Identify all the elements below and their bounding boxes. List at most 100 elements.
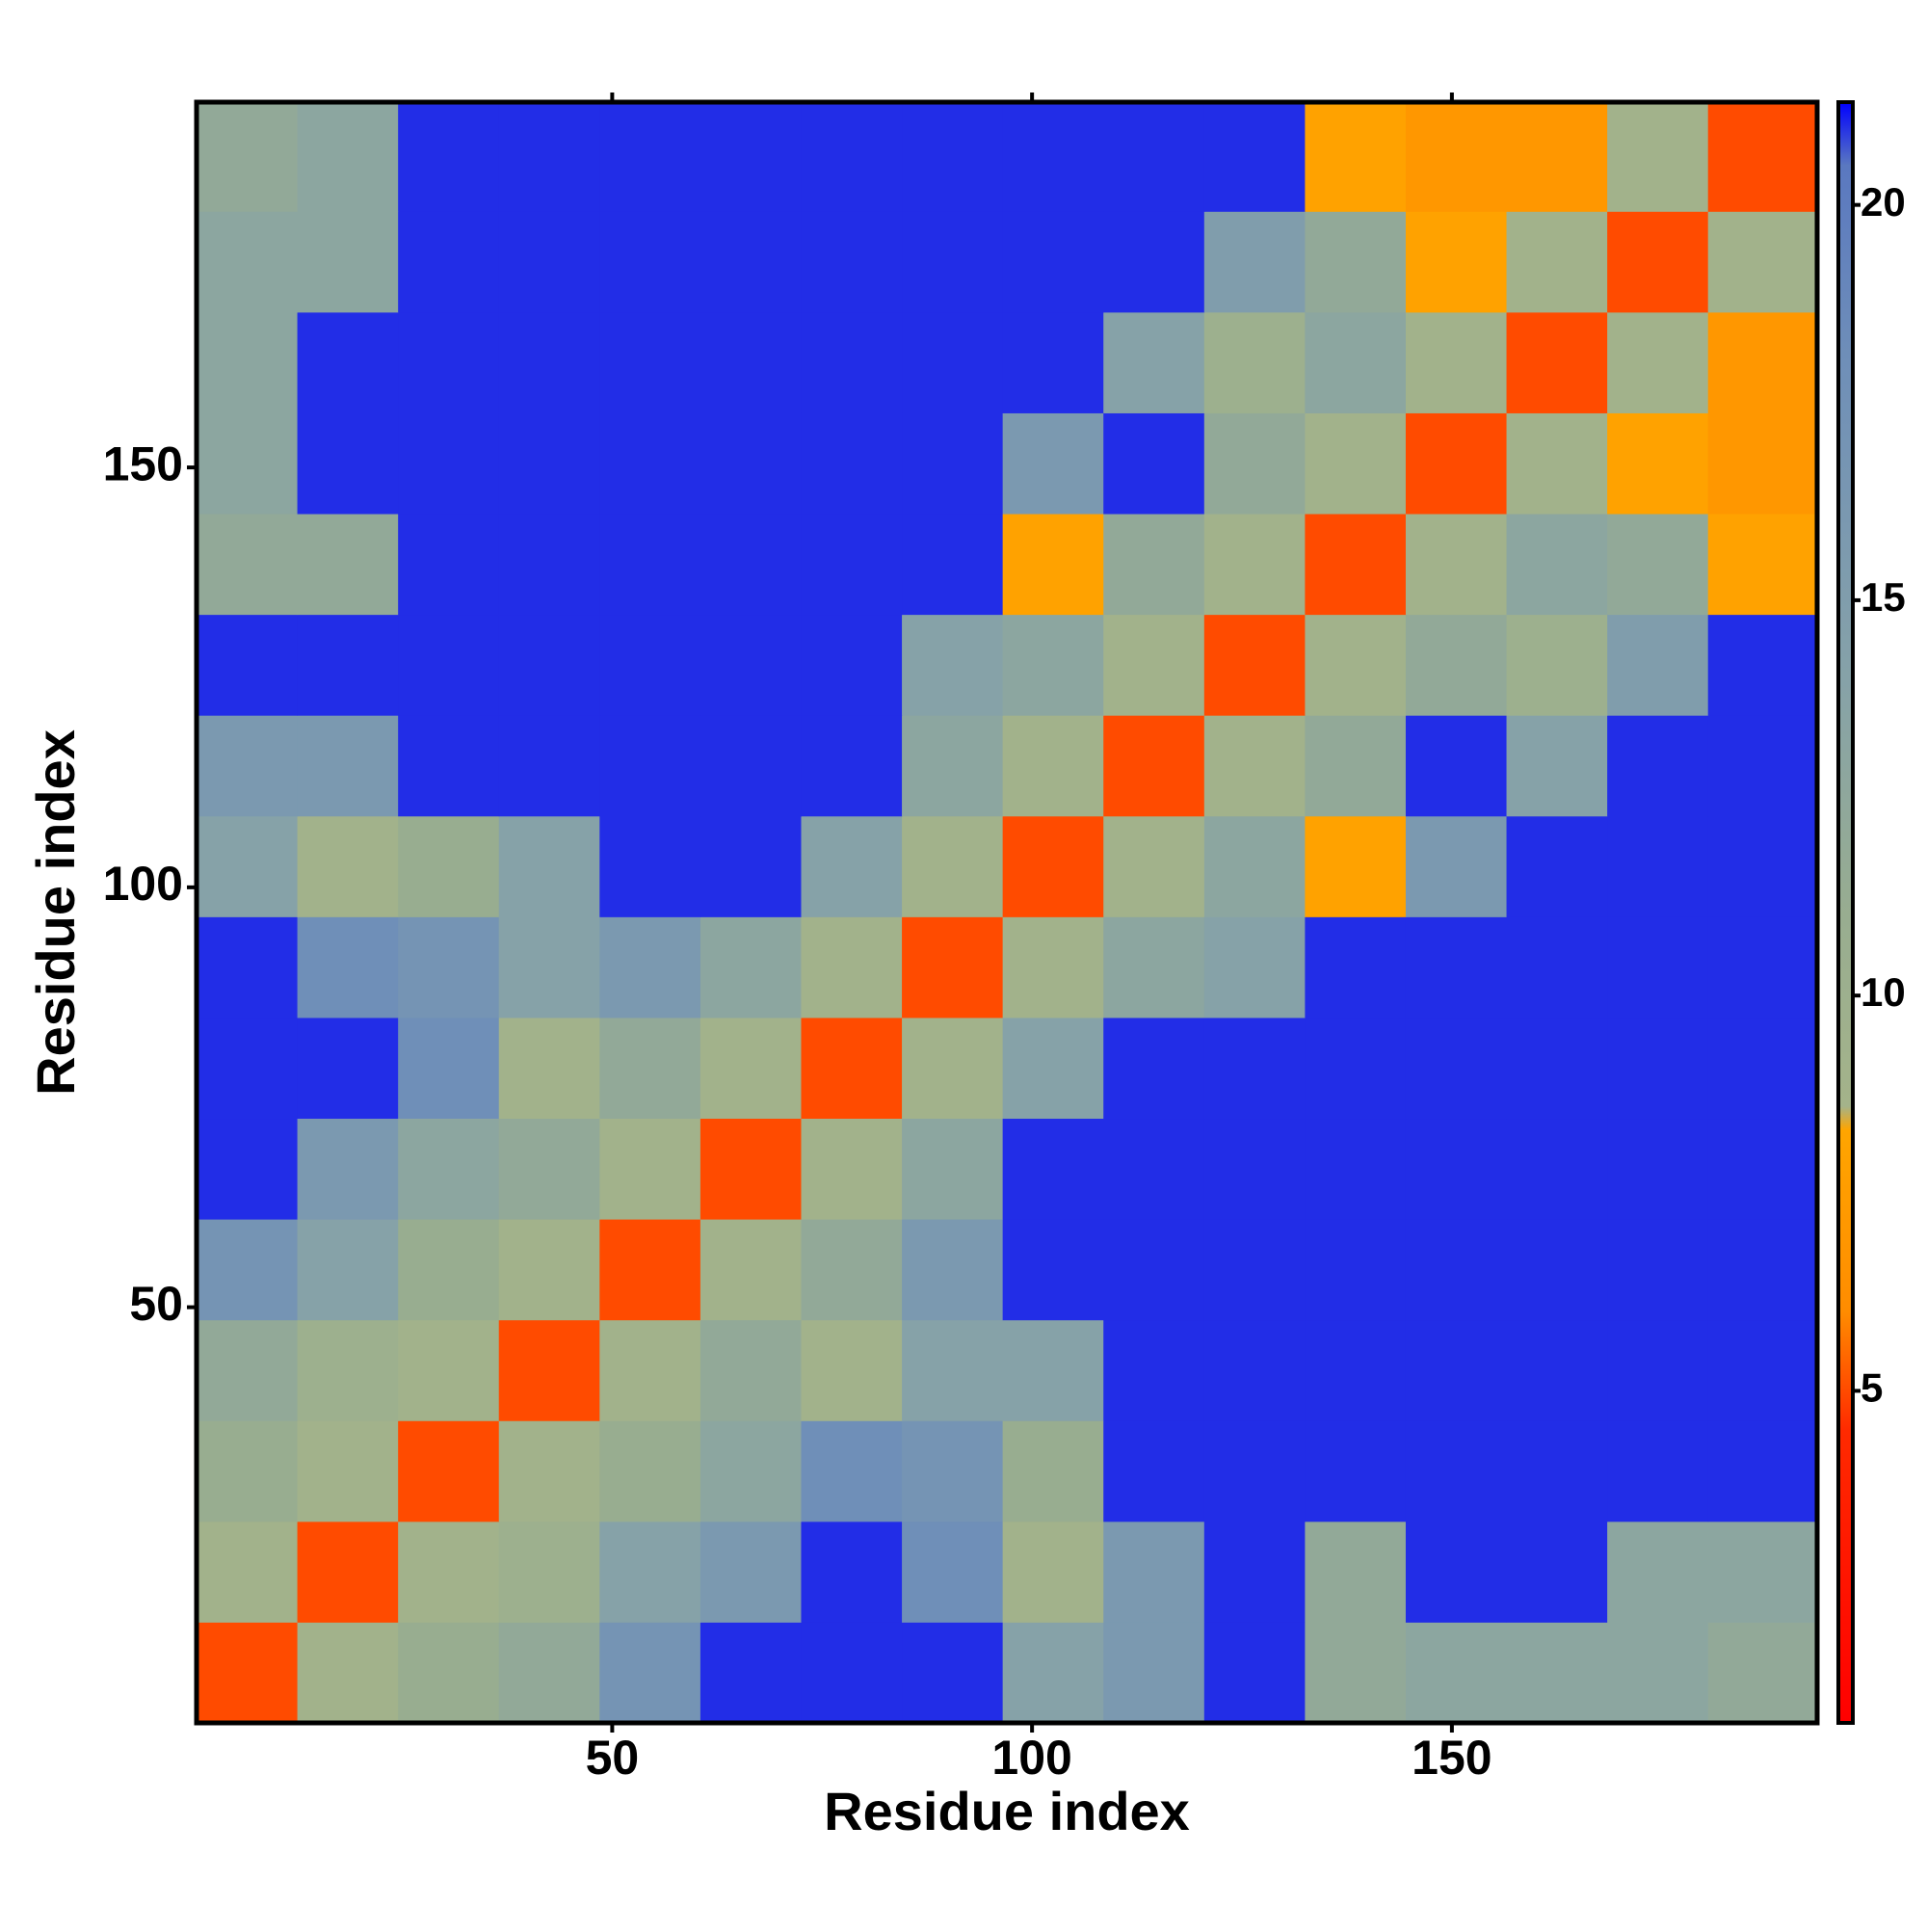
heatmap-cell [801, 514, 903, 616]
heatmap-cell [297, 412, 399, 515]
heatmap-cell [1002, 102, 1104, 212]
heatmap-cell [1103, 211, 1205, 313]
heatmap-cell [1607, 211, 1709, 313]
heatmap-cell [1506, 211, 1608, 313]
heatmap-cell [398, 1017, 500, 1120]
heatmap-cell [1002, 916, 1104, 1019]
heatmap-cell [1405, 1521, 1508, 1623]
heatmap-cell [902, 1622, 1004, 1724]
x-axis-label: Residue index [824, 1781, 1190, 1841]
heatmap-cell [801, 614, 903, 716]
heatmap-cell [599, 1118, 701, 1220]
heatmap-cell [498, 916, 600, 1019]
heatmap-cell [297, 614, 399, 716]
heatmap-cell [197, 1017, 299, 1120]
heatmap-cell [1607, 715, 1709, 817]
heatmap-cell [1305, 715, 1407, 817]
heatmap-cell [197, 311, 299, 413]
heatmap-cell [700, 1017, 802, 1120]
heatmap-cell [197, 815, 299, 917]
heatmap-cell [801, 1420, 903, 1522]
heatmap-cell [599, 614, 701, 716]
heatmap-cell [1305, 311, 1407, 413]
heatmap-cell [1405, 1118, 1508, 1220]
heatmap-cell [801, 1219, 903, 1321]
heatmap-cell [197, 211, 299, 313]
heatmap-cell [599, 715, 701, 817]
heatmap-cell [1506, 1622, 1608, 1724]
heatmap-cell [1506, 1420, 1608, 1522]
heatmap-cell [1506, 1017, 1608, 1120]
heatmap-cell [599, 412, 701, 515]
heatmap-cell [1103, 715, 1205, 817]
heatmap-cell [398, 102, 500, 212]
heatmap-cell [1203, 1420, 1306, 1522]
heatmap-cell [700, 311, 802, 413]
heatmap-cell [197, 614, 299, 716]
x-tick-label: 50 [586, 1731, 640, 1785]
heatmap-cell [1405, 614, 1508, 716]
heatmap-cell [197, 715, 299, 817]
heatmap-cells [197, 102, 1818, 1724]
heatmap-cell [700, 815, 802, 917]
heatmap-cell [1405, 1420, 1508, 1522]
heatmap-cell [1506, 102, 1608, 212]
heatmap-cell [1707, 1420, 1818, 1522]
heatmap-cell [297, 1622, 399, 1724]
heatmap-cell [1405, 916, 1508, 1019]
heatmap-cell [801, 102, 903, 212]
heatmap-cell [197, 1420, 299, 1522]
heatmap-cell [1707, 1622, 1818, 1724]
heatmap-cell [1305, 1319, 1407, 1421]
heatmap-cell [1607, 514, 1709, 616]
heatmap-cell [1002, 1420, 1104, 1522]
heatmap-cell [902, 815, 1004, 917]
heatmap-cell [1405, 815, 1508, 917]
heatmap-cell [1506, 514, 1608, 616]
heatmap-cell [902, 1319, 1004, 1421]
heatmap-cell [1607, 1017, 1709, 1120]
heatmap-cell [398, 311, 500, 413]
x-tick-label: 150 [1412, 1731, 1491, 1785]
heatmap-cell [1203, 102, 1306, 212]
heatmap-cell [1607, 412, 1709, 515]
heatmap-cell [1305, 412, 1407, 515]
heatmap-cell [1002, 514, 1104, 616]
heatmap-cell [197, 1622, 299, 1724]
heatmap-cell [1203, 1521, 1306, 1623]
heatmap-cell [1002, 1319, 1104, 1421]
colorbar [1836, 100, 1855, 1725]
heatmap-cell [801, 211, 903, 313]
heatmap-cell [1506, 1521, 1608, 1623]
heatmap-cell [1607, 614, 1709, 716]
y-tick-label: 100 [103, 857, 183, 911]
heatmap-cell [700, 102, 802, 212]
heatmap-cell [498, 311, 600, 413]
heatmap-cell [1203, 311, 1306, 413]
heatmap-cell [498, 815, 600, 917]
heatmap-cell [1305, 1219, 1407, 1321]
heatmap-cell [1203, 1118, 1306, 1220]
heatmap-cell [1103, 1420, 1205, 1522]
heatmap-cell [1607, 815, 1709, 917]
heatmap-cell [1305, 1622, 1407, 1724]
heatmap-cell [1103, 1017, 1205, 1120]
heatmap-cell [1103, 1622, 1205, 1724]
heatmap-cell [398, 1118, 500, 1220]
heatmap-cell [297, 1219, 399, 1321]
heatmap-cell [1707, 211, 1818, 313]
heatmap-cell [1405, 1622, 1508, 1724]
heatmap-cell [1203, 412, 1306, 515]
heatmap-cell [498, 211, 600, 313]
heatmap-cell [700, 412, 802, 515]
heatmap-cell [1103, 1219, 1205, 1321]
heatmap-cell [902, 1118, 1004, 1220]
heatmap-cell [1707, 1017, 1818, 1120]
heatmap-cell [902, 1521, 1004, 1623]
heatmap-cell [1405, 211, 1508, 313]
heatmap-cell [1405, 514, 1508, 616]
heatmap-cell [398, 1521, 500, 1623]
heatmap-cell [398, 412, 500, 515]
